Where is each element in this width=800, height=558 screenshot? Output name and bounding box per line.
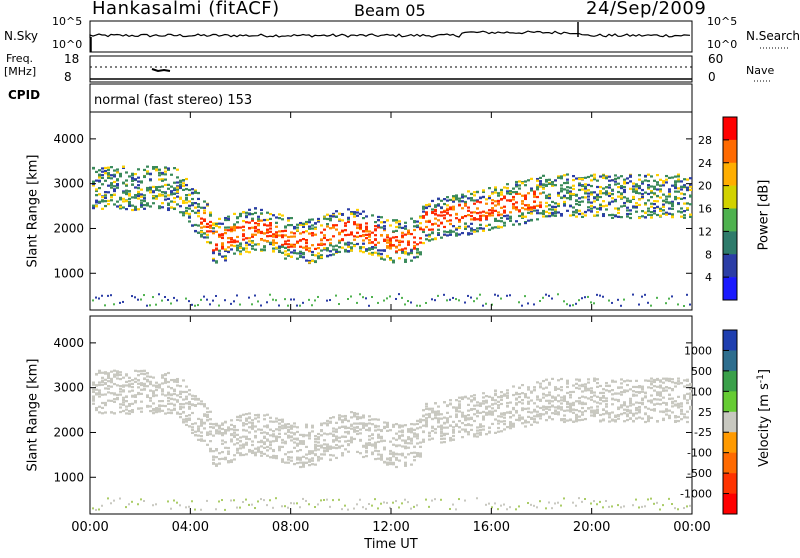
- velocity-colorbar-segment: [723, 350, 737, 372]
- velocity-colorbar-tick-label: 1000: [684, 344, 712, 357]
- velocity-colorbar-segment: [723, 370, 737, 392]
- velocity-y-tick-label: 2000: [53, 425, 84, 439]
- power-y-tick-label: 4000: [53, 132, 84, 146]
- freq-label: Freq.: [6, 52, 34, 65]
- power-colorbar-segment: [723, 208, 737, 232]
- velocity-colorbar-tick-label: 100: [691, 385, 712, 398]
- velocity-colorbar-tick-label: 500: [691, 365, 712, 378]
- x-tick-label: 00:00: [673, 520, 710, 535]
- nsky-tick-bottom: 10^0: [52, 38, 83, 51]
- power-colorbar-tick-label: 28: [698, 134, 712, 147]
- date-label: 24/Sep/2009: [586, 0, 707, 19]
- cpid-label: CPID: [8, 88, 41, 102]
- power-colorbar-segment: [723, 277, 737, 301]
- nsky-trace: [89, 30, 691, 38]
- power-colorbar-segment: [723, 254, 737, 278]
- power-colorbar-tick-label: 12: [698, 225, 712, 238]
- freq-unit-label: [MHz]: [4, 65, 37, 78]
- x-tick-label: 08:00: [272, 520, 309, 535]
- nave-tick-bottom: 0: [708, 70, 716, 84]
- power-ylabel: Slant Range [km]: [25, 154, 41, 268]
- power-data: [92, 165, 692, 307]
- power-colorbar-segment: [723, 139, 737, 164]
- x-tick-label: 16:00: [473, 520, 510, 535]
- nave-label: Nave: [746, 64, 775, 77]
- velocity-colorbar-tick-label: -25: [694, 426, 712, 439]
- velocity-y-tick-label: 4000: [53, 336, 84, 350]
- power-colorbar-segment: [723, 117, 737, 141]
- nsky-tick-top: 10^5: [52, 15, 83, 28]
- velocity-colorbar-label-main: Velocity [m s: [757, 383, 773, 467]
- velocity-colorbar-tick-label: -1000: [680, 488, 712, 501]
- nsky-panel-frame: [89, 20, 693, 53]
- power-colorbar-tick-label: 8: [705, 248, 712, 261]
- velocity-colorbar-label-sup: -1: [755, 374, 766, 384]
- velocity-colorbar-label: Velocity [m s-1]: [755, 369, 773, 467]
- x-tick-label: 20:00: [573, 520, 610, 535]
- velocity-y-tick-label: 1000: [53, 470, 84, 484]
- power-colorbar-tick-label: 24: [698, 157, 712, 170]
- velocity-y-tick-label: 3000: [53, 381, 84, 395]
- velocity-colorbar-label-end: ]: [757, 369, 773, 375]
- velocity-ylabel: Slant Range [km]: [25, 358, 41, 472]
- x-tick-label: 04:00: [172, 520, 209, 535]
- velocity-colorbar-segment: [723, 493, 737, 515]
- freq-panel-frame: [89, 55, 693, 83]
- velocity-colorbar-tick-label: -500: [687, 467, 712, 480]
- power-colorbar-tick-label: 20: [698, 180, 712, 193]
- freq-tick-top: 18: [64, 52, 80, 66]
- velocity-data: [92, 369, 692, 511]
- power-colorbar-segment: [723, 162, 737, 186]
- velocity-colorbar-segment: [723, 432, 737, 453]
- power-panel-frame: [89, 111, 693, 311]
- power-y-tick-label: 1000: [53, 266, 84, 280]
- freq-cluster: [151, 68, 171, 73]
- cpid-value: normal (fast stereo) 153: [94, 93, 253, 108]
- power-y-tick-label: 3000: [53, 177, 84, 191]
- power-colorbar-segment: [723, 231, 737, 255]
- velocity-colorbar-tick-label: 25: [698, 406, 712, 419]
- velocity-colorbar-segment: [723, 330, 737, 351]
- freq-tick-bottom: 8: [64, 70, 72, 84]
- nsearch-tick-bottom: 10^0: [707, 38, 738, 51]
- station-title: Hankasalmi (fitACF): [92, 0, 280, 19]
- nave-tick-top: 60: [708, 52, 724, 66]
- velocity-colorbar-segment: [723, 411, 737, 433]
- velocity-colorbar-segment: [723, 452, 737, 474]
- velocity-colorbar-segment: [723, 391, 737, 413]
- x-tick-label: 00:00: [71, 520, 108, 535]
- x-tick-label: 12:00: [372, 520, 409, 535]
- velocity-colorbar-frame: [722, 329, 738, 515]
- nsky-label: N.Sky: [4, 29, 39, 43]
- power-y-tick-label: 2000: [53, 221, 84, 235]
- velocity-colorbar-tick-label: -100: [687, 447, 712, 460]
- velocity-colorbar-segment: [723, 473, 737, 494]
- beam-label: Beam 05: [354, 1, 426, 20]
- power-colorbar-tick-label: 4: [705, 271, 712, 284]
- nsearch-label: N.Search: [746, 29, 800, 43]
- nsearch-tick-top: 10^5: [707, 15, 738, 28]
- x-axis-label: Time UT: [364, 537, 418, 552]
- power-colorbar-label: Power [dB]: [756, 179, 772, 251]
- power-colorbar-segment: [723, 185, 737, 209]
- power-colorbar-tick-label: 16: [698, 203, 712, 216]
